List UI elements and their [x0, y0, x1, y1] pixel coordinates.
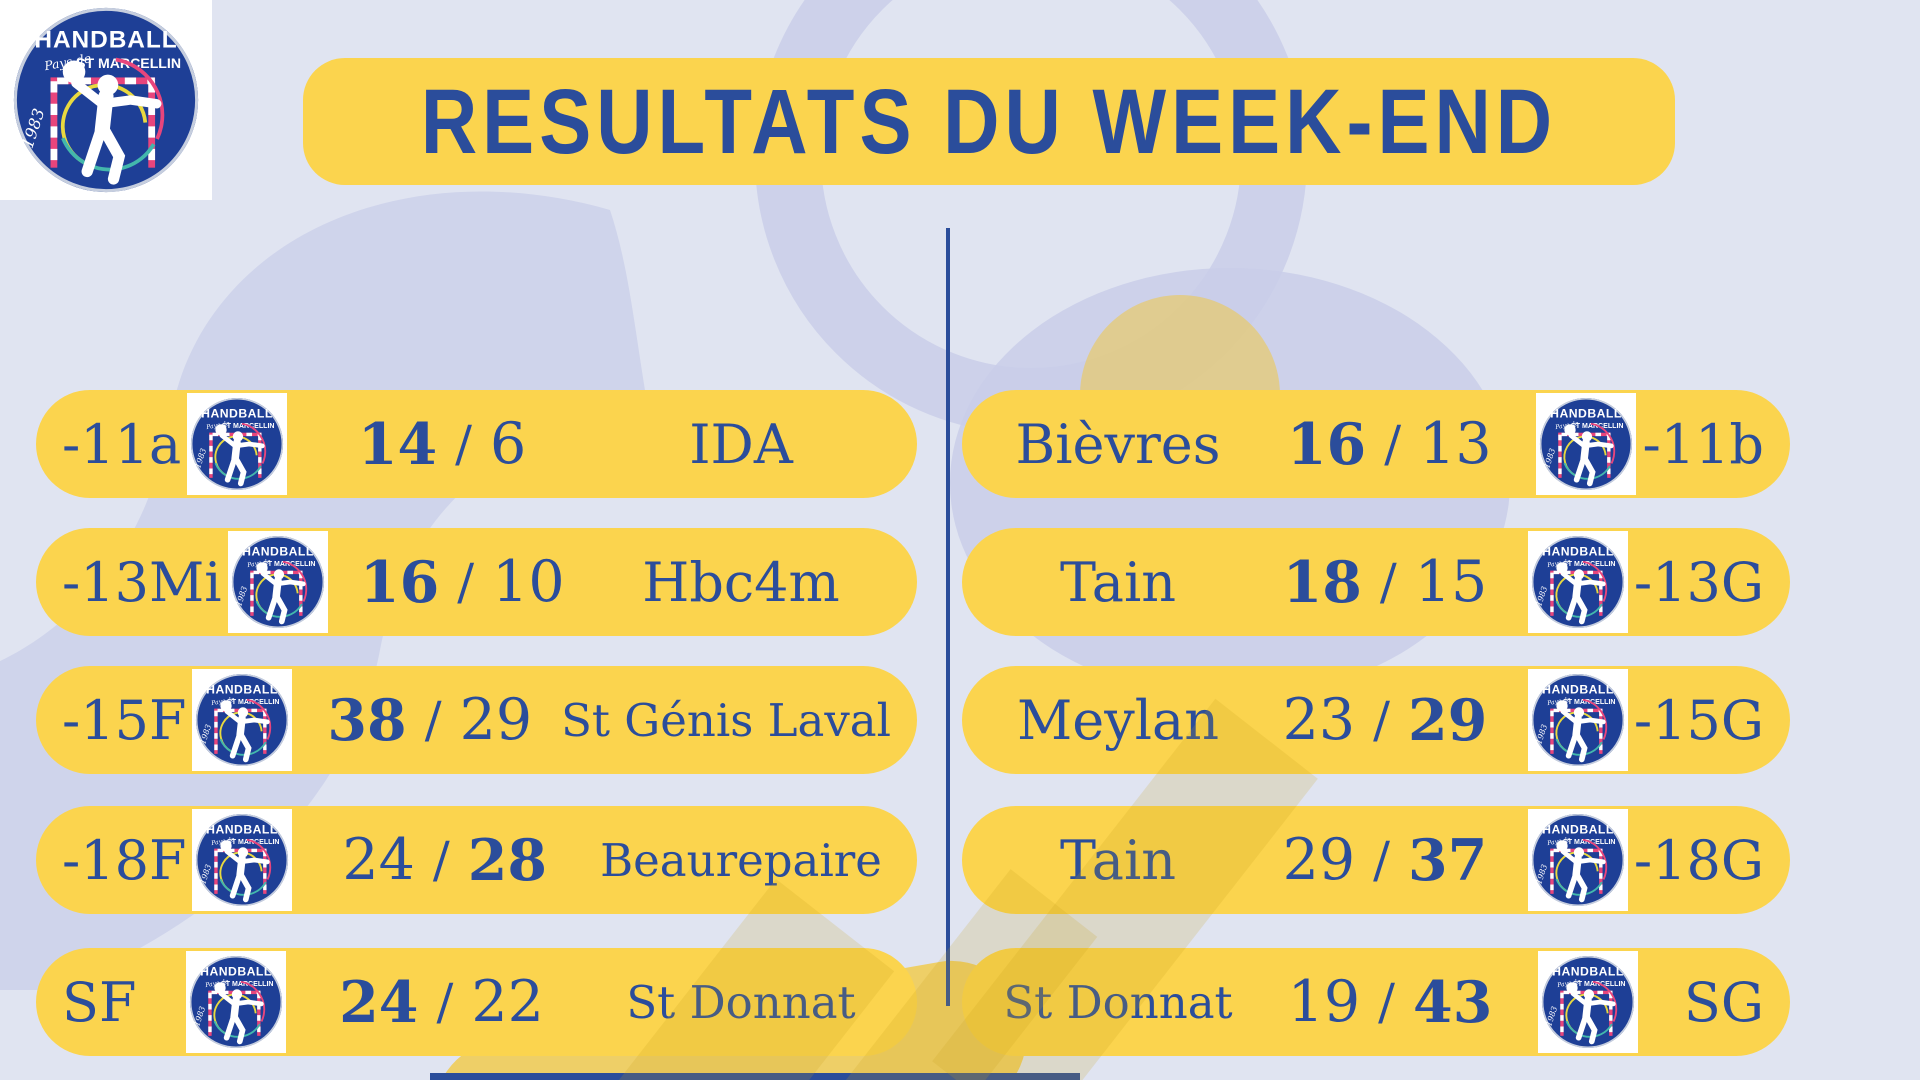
- away-score: 10: [492, 549, 565, 615]
- team-label: -18F: [62, 828, 187, 892]
- club-badge-icon: [1541, 955, 1635, 1049]
- away-score: 15: [1414, 549, 1488, 615]
- score: 24 / 28: [298, 827, 591, 894]
- result-row: -15F 38 / 29 St Génis Laval: [36, 666, 917, 774]
- club-badge-icon: [1531, 535, 1625, 629]
- home-score: 18: [1282, 548, 1362, 616]
- opponent-name: Bièvres: [1015, 412, 1221, 476]
- result-row: Bièvres 16 / 13 -11b: [962, 390, 1790, 498]
- opponent-name: Hbc4m: [642, 550, 840, 614]
- club-logo-card: [1536, 393, 1637, 495]
- club-logo-card: [0, 0, 212, 200]
- club-badge-icon: [190, 397, 284, 491]
- opponent-name: St Donnat: [626, 975, 856, 1029]
- club-badge-icon: [1539, 397, 1633, 491]
- score-separator: /: [1378, 973, 1396, 1031]
- team-label: -11b: [1642, 412, 1764, 476]
- away-score: 13: [1419, 411, 1492, 477]
- home-score: 16: [1286, 410, 1367, 478]
- team-label: SG: [1683, 970, 1764, 1034]
- score: 19 / 43: [1248, 969, 1532, 1036]
- club-badge-icon: [1531, 673, 1625, 767]
- result-row: Meylan 23 / 29 -15G: [962, 666, 1790, 774]
- score-separator: /: [432, 831, 450, 889]
- away-score: 43: [1413, 968, 1493, 1036]
- home-score: 14: [357, 410, 438, 478]
- club-logo-card: [1527, 669, 1628, 771]
- score: 29 / 37: [1248, 827, 1522, 894]
- result-row: Tain 18 / 15 -13G: [962, 528, 1790, 636]
- column-divider: [946, 228, 950, 1006]
- home-score: 38: [327, 686, 407, 754]
- away-score: 29: [459, 687, 533, 753]
- opponent-name: St Génis Laval: [561, 693, 891, 747]
- club-logo-card: [1538, 951, 1638, 1053]
- team-label: -15G: [1633, 688, 1764, 752]
- club-badge-icon: [195, 673, 289, 767]
- opponent-name: Tain: [1059, 828, 1177, 892]
- away-score: 6: [490, 411, 527, 477]
- score: 16 / 10: [334, 549, 591, 616]
- score-separator: /: [1373, 831, 1390, 889]
- away-results-column: Bièvres 16 / 13 -11b Tain 18 / 15 -13G M…: [962, 390, 1790, 1056]
- score: 24 / 22: [292, 969, 591, 1036]
- home-score: 23: [1282, 687, 1356, 753]
- club-badge-icon: [1531, 813, 1625, 907]
- score-separator: /: [1384, 415, 1402, 473]
- score-separator: /: [436, 973, 454, 1031]
- home-score: 16: [359, 548, 440, 616]
- score: 18 / 15: [1248, 549, 1522, 616]
- away-score: 29: [1407, 686, 1488, 754]
- team-label: -15F: [62, 688, 187, 752]
- score-separator: /: [424, 691, 442, 749]
- page-title: RESULTATS DU WEEK-END: [420, 68, 1558, 173]
- score-separator: /: [457, 553, 475, 611]
- team-label: -13G: [1633, 550, 1764, 614]
- result-row: -13Mi 16 / 10 Hbc4m: [36, 528, 917, 636]
- club-badge-icon: [12, 6, 200, 194]
- opponent-name: Tain: [1059, 550, 1177, 614]
- score: 23 / 29: [1248, 687, 1522, 754]
- club-logo-card: [192, 809, 293, 911]
- away-score: 37: [1407, 826, 1488, 894]
- club-logo-card: [187, 393, 288, 495]
- background-navy-strip: [430, 1073, 1080, 1080]
- home-score: 29: [1282, 827, 1356, 893]
- result-row: SF 24 / 22 St Donnat: [36, 948, 917, 1056]
- score: 38 / 29: [298, 687, 561, 754]
- team-label: -11a: [62, 412, 182, 476]
- home-score: 24: [342, 827, 415, 893]
- opponent-name: IDA: [689, 412, 793, 476]
- home-results-column: -11a 14 / 6 IDA -13Mi 16 / 10 Hbc4m -15F…: [36, 390, 917, 1056]
- score-separator: /: [1379, 553, 1397, 611]
- opponent-name: Meylan: [1017, 688, 1219, 752]
- club-logo-card: [1527, 531, 1628, 633]
- club-logo-card: [1527, 809, 1628, 911]
- score-separator: /: [455, 415, 473, 473]
- score: 14 / 6: [293, 411, 591, 478]
- club-badge-icon: [231, 535, 325, 629]
- team-label: SF: [62, 970, 137, 1034]
- score: 16 / 13: [1248, 411, 1530, 478]
- result-row: St Donnat 19 / 43 SG: [962, 948, 1790, 1056]
- score-separator: /: [1373, 691, 1390, 749]
- result-row: -11a 14 / 6 IDA: [36, 390, 917, 498]
- club-logo-card: [227, 531, 328, 633]
- home-score: 24: [339, 968, 419, 1036]
- team-label: -13Mi: [62, 550, 222, 614]
- away-score: 28: [467, 826, 548, 894]
- club-badge-icon: [195, 813, 289, 907]
- result-row: -18F 24 / 28 Beaurepaire: [36, 806, 917, 914]
- away-score: 22: [471, 969, 544, 1035]
- team-label: -18G: [1633, 828, 1764, 892]
- club-logo-card: [192, 669, 293, 771]
- home-score: 19: [1287, 969, 1361, 1035]
- opponent-name: St Donnat: [1003, 975, 1233, 1029]
- result-row: Tain 29 / 37 -18G: [962, 806, 1790, 914]
- club-badge-icon: [189, 955, 283, 1049]
- opponent-name: Beaurepaire: [600, 833, 882, 887]
- club-logo-card: [186, 951, 286, 1053]
- title-banner: RESULTATS DU WEEK-END: [303, 58, 1675, 185]
